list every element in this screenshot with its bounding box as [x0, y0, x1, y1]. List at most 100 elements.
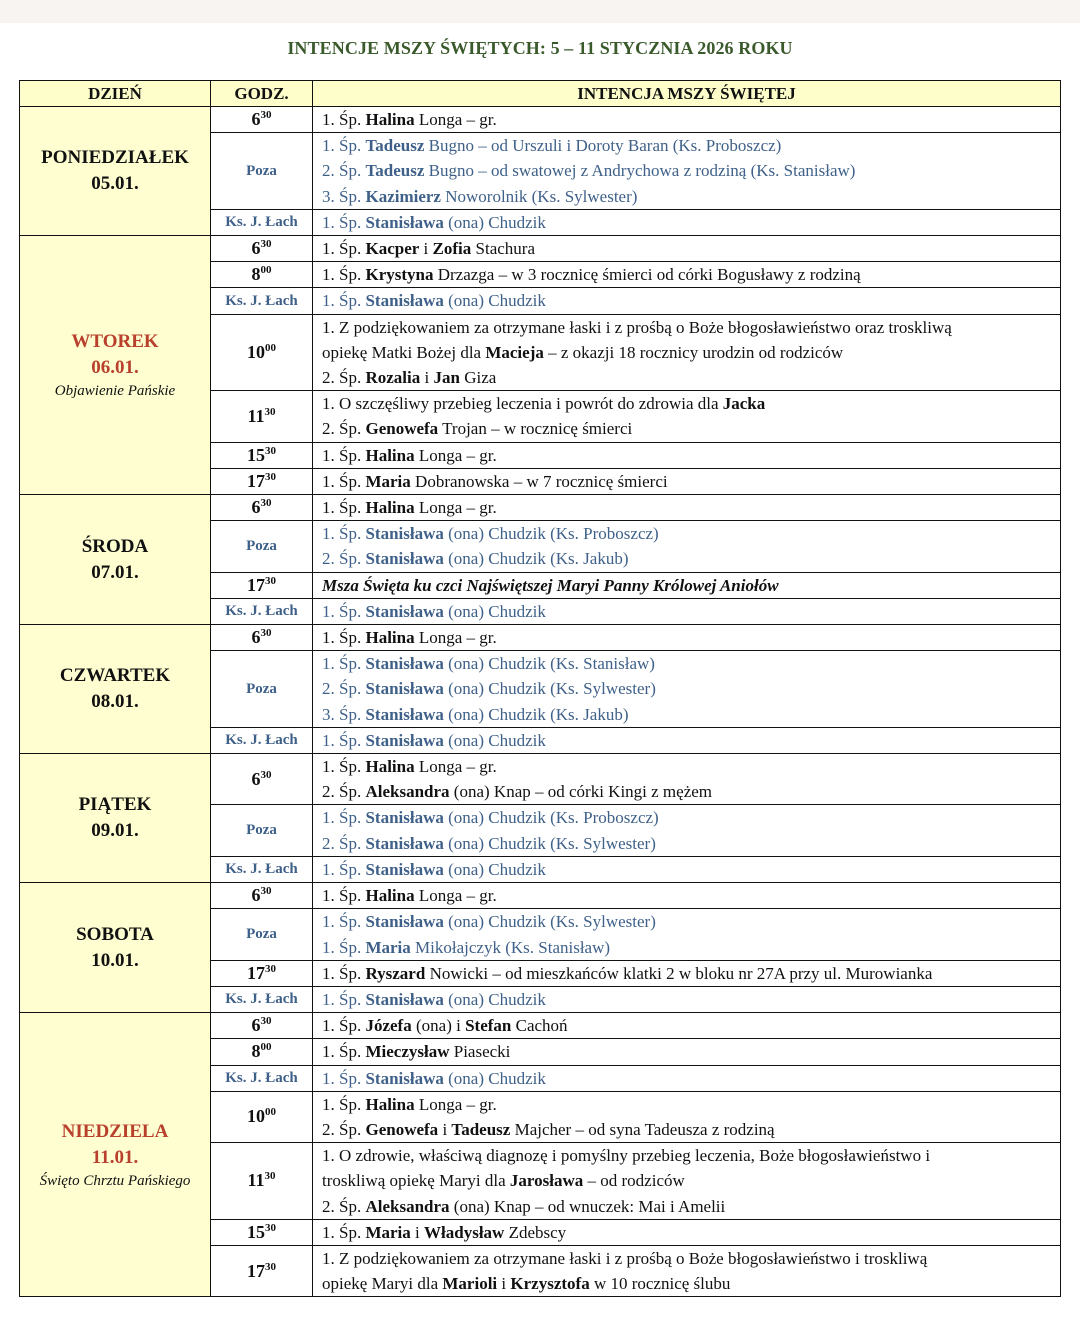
intention-line: Msza Święta ku czci Najświętszej Maryi P… [322, 573, 1060, 598]
intention-line: 1. Śp. Stanisława (ona) Chudzik (Ks. Sta… [322, 651, 1060, 676]
time-minutes: 30 [260, 1015, 272, 1028]
intention-text: Drzazga – w 3 rocznicę śmierci od córki … [433, 265, 861, 285]
intention-line: 1. Śp. Maria i Władysław Zdebscy [322, 1220, 1060, 1245]
time-minutes: 30 [265, 444, 276, 457]
intention-line: 1. Śp. Halina Longa – gr. [322, 1092, 1060, 1117]
time-minutes: 30 [265, 574, 276, 587]
intention-cell: 1. Śp. Mieczysław Piasecki [312, 1038, 1061, 1066]
intention-name-bold: Halina [365, 110, 415, 129]
intention-name-bold: Stanisława [365, 601, 444, 621]
intention-text: (ona) Chudzik (Ks. Jakub) [443, 704, 629, 724]
intention-text: 2. Śp. [322, 368, 366, 388]
top-status-strip [0, 0, 1080, 23]
intention-text: Nowicki – od mieszkańców klatki 2 w blok… [425, 963, 933, 983]
intention-text: Dobranowska – w 7 rocznicę śmierci [410, 471, 668, 491]
table-row: NIEDZIELA 11.01. Święto Chrztu Pańskiego 63… [19, 1012, 1061, 1298]
intention-text: (ona) Chudzik (Ks. Stanisław) [443, 654, 655, 674]
intention-line: 1. Śp. Kacper i Zofia Stachura [322, 236, 1060, 261]
time-minutes: 00 [265, 341, 276, 354]
time-hour: 8 [251, 264, 261, 285]
celebrant-label: Poza [210, 804, 313, 857]
mass-time: 630 [210, 624, 313, 652]
day-cell: NIEDZIELA 11.01. Święto Chrztu Pańskiego [19, 1012, 211, 1298]
intention-text: i [420, 368, 434, 388]
intention-text: i [410, 1222, 425, 1242]
mass-time: 1130 [210, 1142, 313, 1220]
intention-text: i [497, 1274, 511, 1294]
intention-text: 1. O zdrowie, właściwą diagnozę i pomyśl… [322, 1146, 931, 1166]
intention-line: 1. Śp. Stanisława (ona) Chudzik [322, 210, 1060, 235]
intention-text: (ona) Chudzik [443, 730, 546, 750]
time-minutes: 30 [260, 109, 272, 122]
intention-text: 1. Śp. [322, 859, 366, 879]
intention-cell: 1. Śp. Tadeusz Bugno – od Urszuli i Doro… [312, 132, 1061, 210]
day-cell: ŚRODA 07.01. [19, 494, 211, 626]
intention-text: 2. Śp. [322, 161, 366, 181]
day-date: 08.01. [91, 691, 139, 713]
table-row: 1000 1. Śp. Halina Longa – gr. 2. Śp. Geno… [20, 1090, 1061, 1144]
day-name: ŚRODA [81, 535, 149, 557]
table-row: 1130 1. O zdrowie, właściwą diagnozę i po… [20, 1142, 1061, 1220]
day-cell: SOBOTA 10.01. [19, 882, 211, 1014]
table-row: Ks. J. Łach 1. Śp. Stanisława (ona) Chudz… [20, 287, 1061, 315]
intention-text: Longa – gr. [414, 110, 497, 129]
intention-cell: 1. Śp. Halina Longa – gr. [312, 494, 1061, 522]
time-minutes: 30 [260, 497, 272, 510]
intention-text: 1. Śp. [322, 937, 366, 957]
intention-text: 3. Śp. [322, 186, 366, 206]
time-hour: 6 [251, 627, 261, 648]
table-row: Poza 1. Śp. Stanisława (ona) Chudzik (Ks.… [20, 908, 1061, 961]
intention-text: troskliwą opiekę Maryi dla [322, 1171, 510, 1191]
time-hour: 6 [251, 497, 261, 518]
intention-line: 1. Śp. Tadeusz Bugno – od Urszuli i Doro… [322, 133, 1060, 158]
intention-line: troskliwą opiekę Maryi dla Jarosława – o… [322, 1168, 1060, 1193]
intention-text: Longa – gr. [414, 757, 497, 777]
intention-text: 1. Śp. [322, 239, 366, 259]
intention-text: 1. Śp. [322, 110, 366, 129]
intention-line: 2. Śp. Aleksandra (ona) Knap – od wnucze… [322, 1194, 1060, 1219]
intention-text: opiekę Maryi dla [322, 1274, 443, 1294]
intention-text: Longa – gr. [414, 1094, 497, 1114]
intention-line: 1. Śp. Stanisława (ona) Chudzik (Ks. Pro… [322, 521, 1060, 546]
intention-text: Stachura [471, 239, 535, 259]
intention-text: Longa – gr. [414, 628, 497, 648]
intention-text: 1. Śp. [322, 628, 366, 648]
intention-text: 1. Śp. [322, 808, 366, 828]
time-hour: 11 [247, 405, 265, 426]
intention-text: 1. Śp. [322, 654, 366, 674]
table-header-row: DZIEŃ GODZ. INTENCJA MSZY ŚWIĘTEJ [19, 80, 1061, 107]
day-name: PONIEDZIAŁEK [41, 147, 189, 168]
intention-name-bold: Zofia [432, 239, 472, 259]
time-hour: 17 [247, 574, 265, 595]
intention-cell: 1. O zdrowie, właściwą diagnozę i pomyśl… [312, 1142, 1061, 1220]
intention-name-bold: Stanisława [365, 212, 444, 232]
intention-line: opiekę Matki Bożej dla Macieja – z okazj… [322, 340, 1060, 365]
mass-time: 630 [210, 882, 313, 910]
intention-text: Longa – gr. [414, 445, 497, 465]
intention-line: 1. Śp. Mieczysław Piasecki [322, 1039, 1060, 1064]
header-time: GODZ. [210, 80, 313, 107]
mass-time: 630 [210, 105, 313, 134]
intention-line: 2. Śp. Stanisława (ona) Chudzik (Ks. Syl… [322, 831, 1060, 856]
intention-name-bold: Jacka [722, 394, 766, 414]
intention-text: 1. Śp. [322, 498, 366, 518]
day-name: WTOREK [71, 331, 159, 353]
intention-text: 1. Śp. [322, 730, 366, 750]
intention-text: 1. Śp. [322, 212, 366, 232]
intention-name-bold: Aleksandra [365, 1196, 450, 1216]
time-minutes: 30 [260, 885, 272, 898]
header-day: DZIEŃ [19, 80, 211, 107]
intention-cell: 1. Śp. Stanisława (ona) Chudzik [312, 855, 1061, 884]
celebrant-label: Poza [210, 520, 313, 573]
intention-text: 1. Śp. [322, 757, 366, 777]
intention-text: (ona) Chudzik (Ks. Sylwester) [443, 679, 656, 699]
intention-text: Giza [459, 368, 497, 388]
intention-line: 1. Śp. Stanisława (ona) Chudzik (Ks. Pro… [322, 805, 1060, 830]
table-row: 1000 1. Z podziękowaniem za otrzymane łas… [20, 313, 1061, 392]
intention-text: Longa – gr. [414, 498, 497, 518]
intention-line: 1. Śp. Halina Longa – gr. [322, 754, 1060, 779]
time-minutes: 30 [265, 1221, 276, 1234]
intention-text: 2. Śp. [322, 549, 366, 569]
celebrant-label: Ks. J. Łach [210, 208, 313, 237]
intention-name-bold: Józefa [365, 1016, 412, 1036]
